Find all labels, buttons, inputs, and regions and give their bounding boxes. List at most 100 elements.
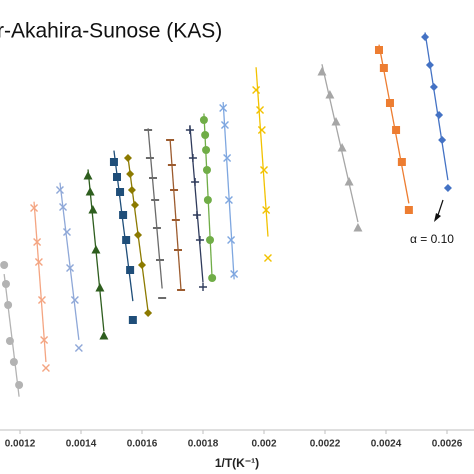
point	[230, 270, 239, 278]
point	[317, 67, 327, 76]
point	[109, 158, 118, 166]
x-tick-label: 0.0024	[371, 439, 402, 450]
point	[112, 173, 121, 181]
trend-line	[33, 201, 47, 363]
point	[83, 171, 93, 180]
point	[443, 184, 452, 192]
point	[127, 186, 136, 194]
point	[379, 64, 388, 72]
point	[256, 106, 265, 114]
point	[404, 206, 413, 214]
point	[5, 337, 14, 345]
point	[144, 309, 153, 317]
x-tick-label: 0.0026	[432, 439, 463, 450]
point	[227, 236, 236, 244]
point	[252, 86, 261, 94]
point	[70, 296, 79, 304]
x-tick-label: 0.0016	[127, 439, 158, 450]
trend-line	[255, 67, 269, 237]
point	[116, 188, 125, 196]
point	[30, 204, 39, 212]
point	[199, 283, 208, 291]
point	[385, 99, 394, 107]
point	[91, 245, 101, 254]
point	[429, 83, 438, 91]
trend-line	[189, 125, 204, 283]
x-axis-label: 1/T(K⁻¹)	[215, 456, 259, 470]
point	[41, 364, 50, 372]
point	[119, 211, 128, 219]
point	[203, 196, 212, 204]
point	[392, 126, 401, 134]
point	[126, 266, 135, 274]
point	[62, 228, 71, 236]
point	[188, 154, 197, 162]
annotation: α = 0.10	[410, 232, 454, 246]
chart-title: r-Akahira-Sunose (KAS)	[0, 20, 222, 43]
annotation-arrowhead	[434, 213, 441, 222]
point	[331, 117, 341, 126]
point	[260, 166, 269, 174]
point	[1, 280, 10, 288]
point	[192, 211, 201, 219]
point	[191, 178, 200, 186]
point	[59, 203, 68, 211]
point	[397, 158, 406, 166]
x-tick-label: 0.0022	[310, 439, 341, 450]
point	[263, 254, 272, 262]
trend-line	[3, 273, 20, 397]
point	[95, 283, 105, 292]
point	[421, 33, 430, 41]
point	[37, 296, 46, 304]
x-tick-label: 0.002	[251, 439, 276, 450]
point	[219, 104, 228, 112]
point	[435, 111, 444, 119]
trend-line	[147, 128, 163, 289]
point	[134, 231, 143, 239]
point	[9, 358, 18, 366]
point	[130, 201, 139, 209]
trend-line	[59, 182, 80, 340]
trend-line	[321, 64, 359, 223]
point	[88, 205, 98, 214]
point	[353, 223, 363, 232]
point	[34, 258, 43, 266]
point	[55, 186, 64, 194]
point	[325, 90, 335, 99]
point	[199, 116, 208, 124]
point	[15, 381, 24, 389]
point	[202, 166, 211, 174]
point	[257, 126, 266, 134]
point	[123, 154, 132, 162]
point	[33, 238, 42, 246]
point	[337, 143, 347, 152]
point	[223, 154, 232, 162]
trend-line	[424, 32, 449, 181]
point	[208, 274, 217, 282]
point	[126, 170, 135, 178]
point	[220, 121, 229, 129]
point	[374, 46, 383, 54]
point	[128, 316, 137, 324]
point	[262, 206, 271, 214]
point	[195, 236, 204, 244]
point	[122, 236, 131, 244]
point	[201, 131, 210, 139]
point	[99, 331, 109, 340]
point	[206, 236, 215, 244]
point	[185, 126, 194, 134]
x-tick-label: 0.0018	[188, 439, 219, 450]
point	[74, 344, 83, 352]
point	[4, 301, 13, 309]
point	[40, 336, 49, 344]
point	[425, 61, 434, 69]
point	[0, 261, 9, 269]
point	[138, 261, 147, 269]
point	[344, 177, 354, 186]
x-tick-label: 0.0012	[5, 439, 36, 450]
point	[202, 146, 211, 154]
point	[66, 264, 75, 272]
trend-line	[222, 102, 235, 280]
